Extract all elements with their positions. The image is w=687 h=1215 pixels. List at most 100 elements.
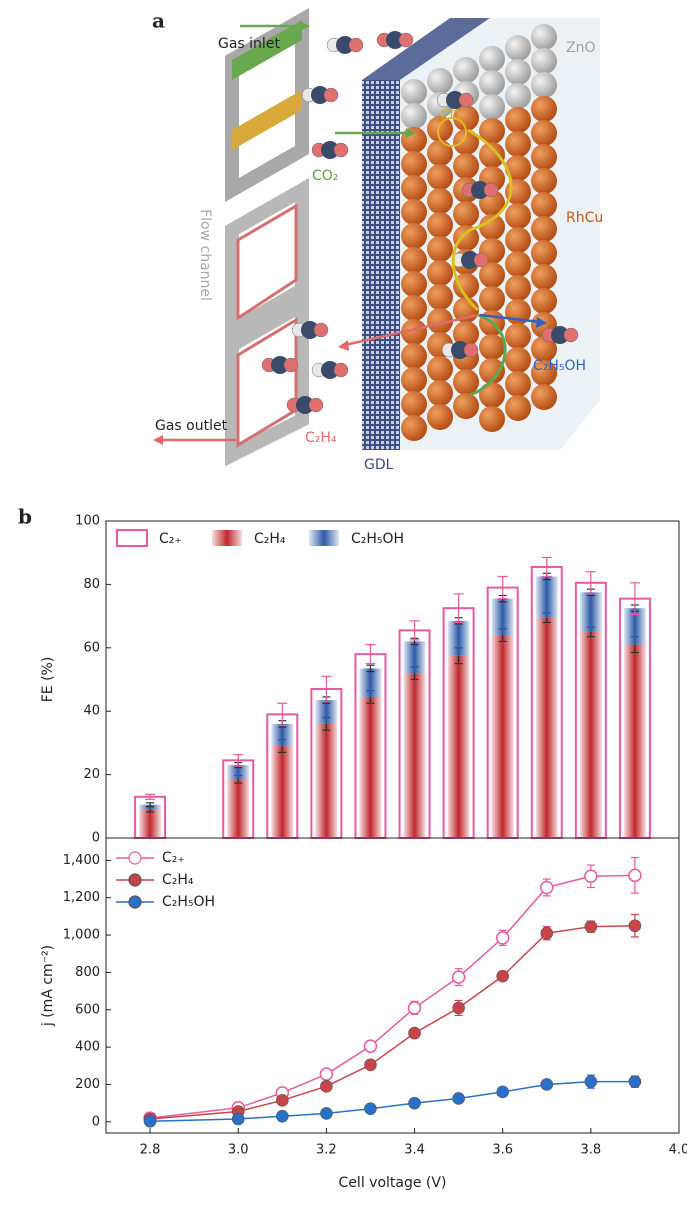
- bar-segment: [536, 618, 558, 838]
- series-line: [150, 926, 635, 1119]
- atom: [334, 363, 348, 377]
- label: Gas inlet: [218, 36, 280, 52]
- atom: [334, 143, 348, 157]
- sphere: [505, 347, 531, 373]
- marker: [497, 1086, 509, 1098]
- sphere: [531, 48, 557, 74]
- sphere: [401, 343, 427, 369]
- x-tick-label: 2.8: [140, 1143, 161, 1158]
- x-tick-label: 3.0: [228, 1143, 249, 1158]
- arrow-head: [338, 340, 349, 351]
- bar-segment: [580, 632, 602, 838]
- marker: [320, 1068, 332, 1080]
- y-tick-label: 100: [75, 514, 100, 529]
- sphere: [531, 24, 557, 50]
- atom: [349, 38, 363, 52]
- sphere: [453, 393, 479, 419]
- legend-marker: [129, 852, 141, 864]
- sphere: [531, 120, 557, 146]
- sphere: [479, 70, 505, 96]
- sphere: [531, 192, 557, 218]
- marker: [276, 1094, 288, 1106]
- sphere: [479, 46, 505, 72]
- y-tick-label: 600: [75, 1002, 100, 1017]
- atom: [474, 253, 488, 267]
- sphere: [401, 271, 427, 297]
- label: CO₂: [312, 168, 338, 184]
- legend-swatch: [309, 530, 339, 546]
- sphere: [427, 284, 453, 310]
- sphere: [401, 223, 427, 249]
- sphere: [427, 164, 453, 190]
- marker: [364, 1040, 376, 1052]
- legend-label: C₂H₅OH: [351, 531, 404, 547]
- error-bar: [146, 803, 154, 807]
- bar-segment: [227, 779, 249, 838]
- sphere: [427, 140, 453, 166]
- sphere: [401, 247, 427, 273]
- y-tick-label: 1,200: [63, 890, 100, 905]
- sphere: [401, 367, 427, 393]
- diagram: a Gas inlet ZnO CO CO₂ Flow channel RhCu…: [152, 9, 603, 474]
- label: GDL: [364, 457, 394, 473]
- page: Figure body { margin: 0; background: #ff…: [0, 0, 687, 1215]
- sphere: [505, 275, 531, 301]
- sphere: [505, 251, 531, 277]
- sphere: [401, 175, 427, 201]
- arrow-head: [153, 435, 163, 445]
- atom: [309, 398, 323, 412]
- bar-segment: [536, 576, 558, 617]
- sphere: [427, 188, 453, 214]
- sphere: [427, 380, 453, 406]
- marker: [144, 1115, 156, 1127]
- marker: [453, 1092, 465, 1104]
- label: ZnO: [566, 40, 595, 56]
- sphere: [531, 216, 557, 242]
- sphere: [479, 94, 505, 120]
- y-tick-label: 1,400: [63, 853, 100, 868]
- sphere: [531, 96, 557, 122]
- atom: [314, 323, 328, 337]
- flow-frame-mid: [232, 90, 302, 150]
- sphere: [427, 260, 453, 286]
- sphere: [401, 415, 427, 441]
- bar-segment: [580, 592, 602, 632]
- sphere: [505, 107, 531, 133]
- sphere: [401, 151, 427, 177]
- legend-marker: [129, 874, 141, 886]
- sphere: [479, 406, 505, 432]
- sphere: [401, 295, 427, 321]
- sphere: [505, 395, 531, 421]
- bar-segment: [448, 621, 470, 656]
- marker: [453, 1002, 465, 1014]
- sphere: [505, 227, 531, 253]
- marker: [364, 1059, 376, 1071]
- x-tick-label: 4.0: [669, 1143, 687, 1158]
- gdl: [362, 80, 400, 450]
- sphere: [401, 79, 427, 105]
- charts: 020406080100FE (%)C₂₊C₂H₄C₂H₅OH020040060…: [40, 514, 687, 1192]
- bar-segment: [315, 724, 337, 838]
- atom: [459, 93, 473, 107]
- sphere: [453, 153, 479, 179]
- y-tick-label: 1,000: [63, 928, 100, 943]
- sphere: [505, 35, 531, 61]
- sphere: [479, 334, 505, 360]
- bar-segment: [624, 645, 646, 838]
- sphere: [531, 288, 557, 314]
- y-tick-label: 800: [75, 965, 100, 980]
- legend-swatch: [212, 530, 242, 546]
- atom: [284, 358, 298, 372]
- marker: [541, 1078, 553, 1090]
- y-tick-label: 200: [75, 1077, 100, 1092]
- marker: [585, 1076, 597, 1088]
- label: CO: [440, 108, 461, 124]
- sphere: [453, 201, 479, 227]
- label: C₂H₅OH: [533, 358, 586, 374]
- legend-label: C₂₊: [162, 850, 185, 866]
- sphere: [505, 203, 531, 229]
- sphere: [505, 371, 531, 397]
- sphere: [401, 103, 427, 129]
- legend-label: C₂H₅OH: [162, 894, 215, 910]
- page-body: {"panel_a": {"label": "a", "labels": {"g…: [0, 0, 687, 1215]
